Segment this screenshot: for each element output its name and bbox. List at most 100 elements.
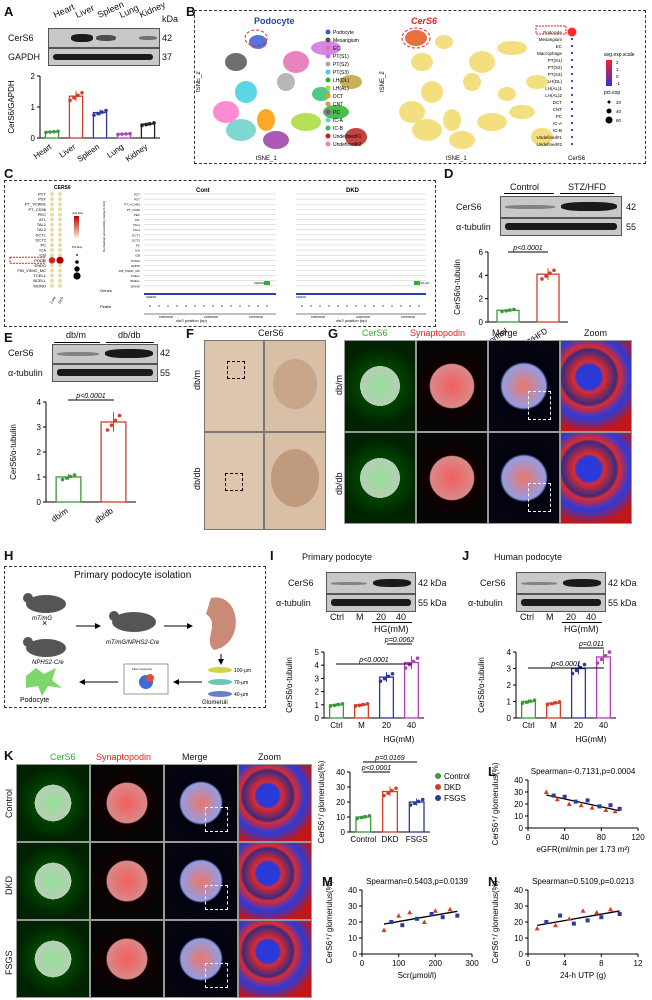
col-label: Zoom [584,328,608,338]
dotplot-row-label: DCT2 [36,237,47,242]
bar [68,95,84,139]
dotplot-dot [50,243,54,247]
tsne-cluster [345,128,367,146]
sieve-label: 70-μm [234,680,248,686]
panel-title: CerS6 [258,328,284,338]
y-tick-label: 10 [348,934,357,943]
data-point [403,666,408,670]
data-point [411,659,416,664]
highlight-circle [401,27,431,49]
y-tick-label: 0 [315,714,320,723]
if-image-merge [488,432,560,524]
dotplot-dot [50,248,54,253]
tsne-cluster [226,119,256,141]
panel-label-n: N [488,874,498,889]
gene-name: CERS6 [146,295,156,299]
group-label: db/db [118,330,141,340]
svg-text:×: × [42,618,47,628]
data-point [597,804,602,809]
dotplot-dot [570,37,574,41]
data-point [109,423,114,427]
data-point [612,808,618,814]
panel-label-g: G [328,326,339,341]
data-point [585,918,590,923]
group-bar [54,342,100,343]
dotplot-row-label: FIB_VSMC_MC [18,268,47,273]
dotplot-row-label: PEC [38,212,46,217]
dotplot-dot [570,135,574,139]
dotplot-dot [58,207,62,212]
dotplot-dot [570,72,574,76]
bar [100,421,127,503]
track-xlabel: chr2 position (bp) [176,318,208,323]
legend-label: PT(S1) [333,54,349,60]
y-tick-label: 30 [514,902,523,911]
data-point [359,815,364,820]
row-label: db/m [334,374,344,395]
data-point [557,700,562,704]
genes-label: Genes [100,288,112,293]
tsne-expression-cluster [497,41,527,55]
data-point [416,799,421,804]
track-row-label: ICB [135,254,140,258]
data-point [545,702,550,707]
data-point [353,704,358,708]
data-point [140,123,144,128]
track-row-label: ATL [135,218,141,222]
data-point [570,671,575,676]
data-point [363,814,368,819]
track-title-cont: Cont [196,188,210,194]
dotplot-dot [50,207,54,212]
data-point [128,131,132,136]
col-label: Synaptopodin [410,328,466,338]
data-point [408,803,413,807]
gene-as-track [414,281,420,285]
y-tick-label: 2 [315,688,320,697]
western-blot-tubulin [326,594,416,612]
data-point [64,476,69,480]
data-point [551,793,556,798]
group-bar [560,193,614,194]
dotplot-row-label: CNT [553,107,562,112]
tsne-cluster [249,35,267,49]
data-point [558,913,563,918]
bar [92,111,108,139]
dotplot-dot [50,222,54,227]
isolation-schema: × mT/mG NPHS2-Cre mT/mG/NPHS2-Cre 100-μm… [20,593,251,706]
data-point [608,906,613,912]
row-label: CerS6 [8,348,34,358]
panel-title: Primary podocyte [302,552,373,562]
data-point [389,920,394,924]
kda-value: 42 kDa [418,578,447,588]
x-tick-label: 0 [526,959,531,968]
dotplot-row-label: LH(AL)2 [545,93,562,98]
data-point [148,121,152,126]
if-image-zoom [238,764,312,842]
track-ylabel: Normalized accessibility (range 0-193) [102,201,106,252]
data-point [432,908,438,913]
y-axis-label: CerS6/α-tubulin [477,657,486,713]
chart-l: 0 10 20 30 40 0 40 80 120 Spearman=-0.7131,p=0.00… [491,762,645,854]
dotplot-row-label: ICA [39,248,46,253]
mouse-label: mT/mG [32,616,52,622]
y-tick-label: 20 [514,918,523,927]
if-image-green [344,432,416,524]
panel-title: Human podocyte [494,552,563,562]
tsne-expression-cluster [509,105,535,119]
data-point [340,701,345,706]
y-tick-label: 4 [479,271,484,280]
data-point [92,113,96,117]
x-tick-label: db/m [50,506,70,524]
dotplot-row-label: LH(AL)1 [545,86,562,91]
x-tick-label: 0 [526,833,531,842]
legend-marker [325,133,331,139]
tsne-expression-cluster [421,81,443,103]
y-tick-label: 6 [479,248,484,257]
legend-label: DKD [444,783,461,792]
data-point [534,925,540,931]
y-tick-label: 40 [514,886,523,895]
data-point [421,919,427,924]
color-scale-tick: 0 [616,74,619,79]
regression-line [537,910,620,926]
x-tick-label: 168600000 [356,315,370,319]
